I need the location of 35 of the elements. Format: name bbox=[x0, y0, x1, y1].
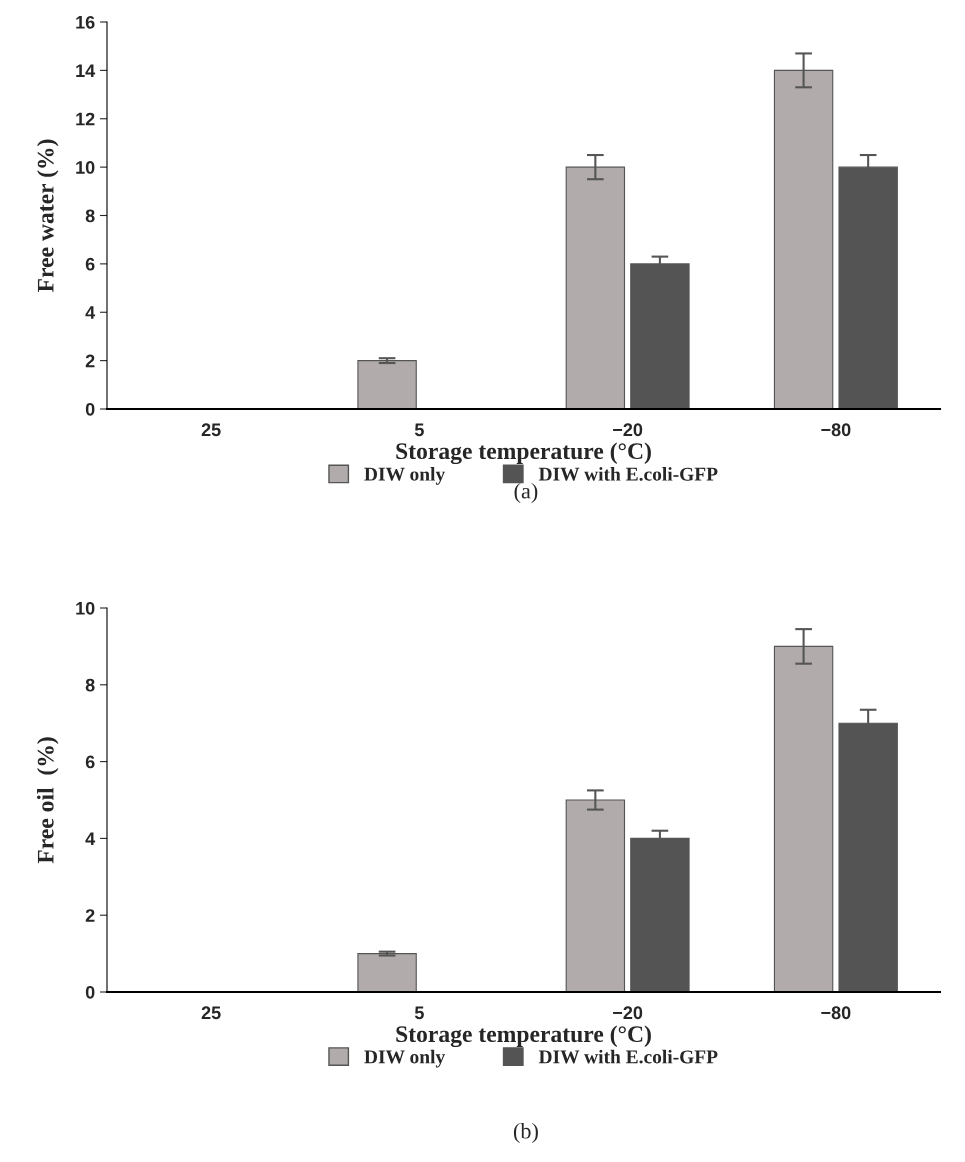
y-tick-label: 2 bbox=[85, 909, 95, 922]
legend-label: DIW with E.coli-GFP bbox=[538, 467, 718, 481]
x-tick-label: 25 bbox=[201, 1006, 221, 1020]
y-tick-label: 6 bbox=[85, 257, 95, 271]
y-tick-label: 4 bbox=[85, 306, 96, 319]
bar bbox=[357, 360, 417, 409]
x-tick-label: −80 bbox=[821, 423, 851, 437]
x-tick-label: −20 bbox=[613, 1006, 643, 1020]
y-tick-label: 0 bbox=[85, 985, 95, 999]
y-tick-label: 8 bbox=[85, 678, 95, 692]
y-tick-label: 4 bbox=[85, 832, 96, 845]
x-tick-label: −80 bbox=[821, 1006, 851, 1020]
legend-label: DIW only bbox=[364, 467, 446, 485]
y-tick-label: 16 bbox=[76, 15, 95, 29]
text: (a) bbox=[514, 482, 538, 504]
x-tick-label: 5 bbox=[414, 423, 424, 437]
y-axis-title: Free water (%) bbox=[37, 139, 59, 293]
y-tick-label: 6 bbox=[85, 755, 95, 769]
bar bbox=[357, 953, 417, 992]
y-tick-label: 14 bbox=[76, 64, 96, 77]
y-tick-label: 8 bbox=[85, 209, 95, 223]
legend-label: DIW only bbox=[364, 1049, 446, 1068]
x-tick-label: −20 bbox=[613, 423, 643, 437]
x-tick-label: 25 bbox=[201, 423, 221, 437]
x-axis-title: Storage temperature (°C) bbox=[396, 1025, 651, 1048]
x-tick-label: 5 bbox=[414, 1006, 424, 1020]
y-tick-label: 0 bbox=[85, 402, 95, 416]
text: (b) bbox=[513, 1122, 538, 1144]
y-tick-label: 10 bbox=[76, 161, 95, 174]
y-axis-title: Free oil (%) bbox=[37, 737, 59, 864]
legend-label: DIW with E.coli-GFP bbox=[538, 1049, 718, 1064]
y-tick-label: 2 bbox=[85, 354, 95, 368]
y-tick-label: 10 bbox=[76, 601, 95, 615]
y-tick-label: 12 bbox=[76, 112, 95, 126]
x-axis-title: Storage temperature (°C) bbox=[396, 442, 651, 465]
